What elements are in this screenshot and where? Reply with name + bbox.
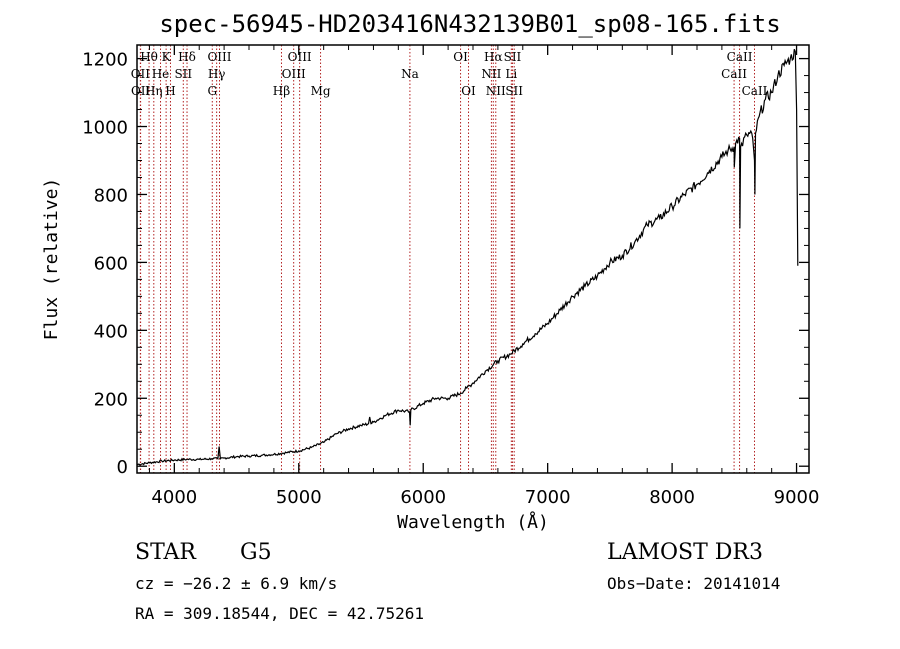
- object-class: STAR: [135, 540, 197, 565]
- x-tick-label: 9000: [774, 487, 820, 508]
- line-label-Hθ: Hθ: [140, 50, 158, 64]
- line-label-OII: OII: [131, 67, 151, 81]
- line-label-SII: SII: [505, 84, 523, 98]
- y-axis-label: Flux (relative): [41, 178, 62, 341]
- line-label-Hδ: Hδ: [178, 50, 196, 64]
- x-tick-label: 7000: [525, 487, 571, 508]
- line-label-H: H: [165, 84, 175, 98]
- line-label-Hα: Hα: [484, 50, 503, 64]
- x-axis-ticks: 4000 5000 6000 7000 8000 9000: [148, 45, 820, 508]
- y-tick-label: 200: [94, 389, 128, 410]
- y-tick-label: 0: [117, 457, 128, 478]
- x-axis-label: Wavelength (Å): [397, 511, 549, 533]
- y-axis-ticks: 0 200 400 600 800 1000 1200: [82, 50, 809, 478]
- line-label-K: K: [162, 50, 172, 64]
- spectrum-line: [136, 48, 799, 466]
- observation-date: Obs−Date: 20141014: [607, 574, 780, 593]
- x-tick-label: 8000: [649, 487, 695, 508]
- y-tick-label: 1000: [82, 118, 128, 139]
- line-label-SII: SII: [174, 67, 192, 81]
- line-label-SII: SII: [504, 50, 522, 64]
- line-label-Mg: Mg: [311, 84, 331, 98]
- line-label-Hγ: Hγ: [208, 67, 226, 81]
- line-label-CaII: CaII: [721, 67, 747, 81]
- line-label-Li: Li: [505, 67, 517, 81]
- y-tick-label: 1200: [82, 50, 128, 71]
- coordinates: RA = 309.18544, DEC = 42.75261: [135, 604, 424, 623]
- line-label-Na: Na: [401, 67, 419, 81]
- x-tick-label: 6000: [400, 487, 446, 508]
- line-label-OI: OI: [453, 50, 468, 64]
- line-label-Hβ: Hβ: [273, 84, 290, 98]
- x-tick-label: 5000: [276, 487, 322, 508]
- line-label-OII: OII: [131, 84, 151, 98]
- line-label-Hη: Hη: [145, 84, 163, 98]
- y-tick-label: 600: [94, 253, 128, 274]
- line-label-G: G: [207, 84, 217, 98]
- plot-frame: [136, 44, 810, 474]
- chart-title: spec-56945-HD203416N432139B01_sp08-165.f…: [159, 10, 780, 38]
- object-subclass: G5: [240, 540, 272, 565]
- line-label-OI: OI: [461, 84, 476, 98]
- y-tick-label: 400: [94, 321, 128, 342]
- line-label-OIII: OIII: [282, 67, 306, 81]
- line-label-OIII: OIII: [207, 50, 231, 64]
- line-label-NII: NII: [481, 67, 501, 81]
- y-tick-label: 800: [94, 185, 128, 206]
- redshift-cz: cz = −26.2 ± 6.9 km/s: [135, 574, 337, 593]
- line-label-OIII: OIII: [288, 50, 312, 64]
- survey-name: LAMOST DR3: [607, 540, 763, 565]
- line-label-NII: NII: [486, 84, 506, 98]
- x-tick-label: 4000: [151, 487, 197, 508]
- line-label-He: He: [152, 67, 170, 81]
- line-label-CaII: CaII: [727, 50, 753, 64]
- emission-line-markers: [139, 45, 755, 473]
- line-label-CaII: CaII: [742, 84, 768, 98]
